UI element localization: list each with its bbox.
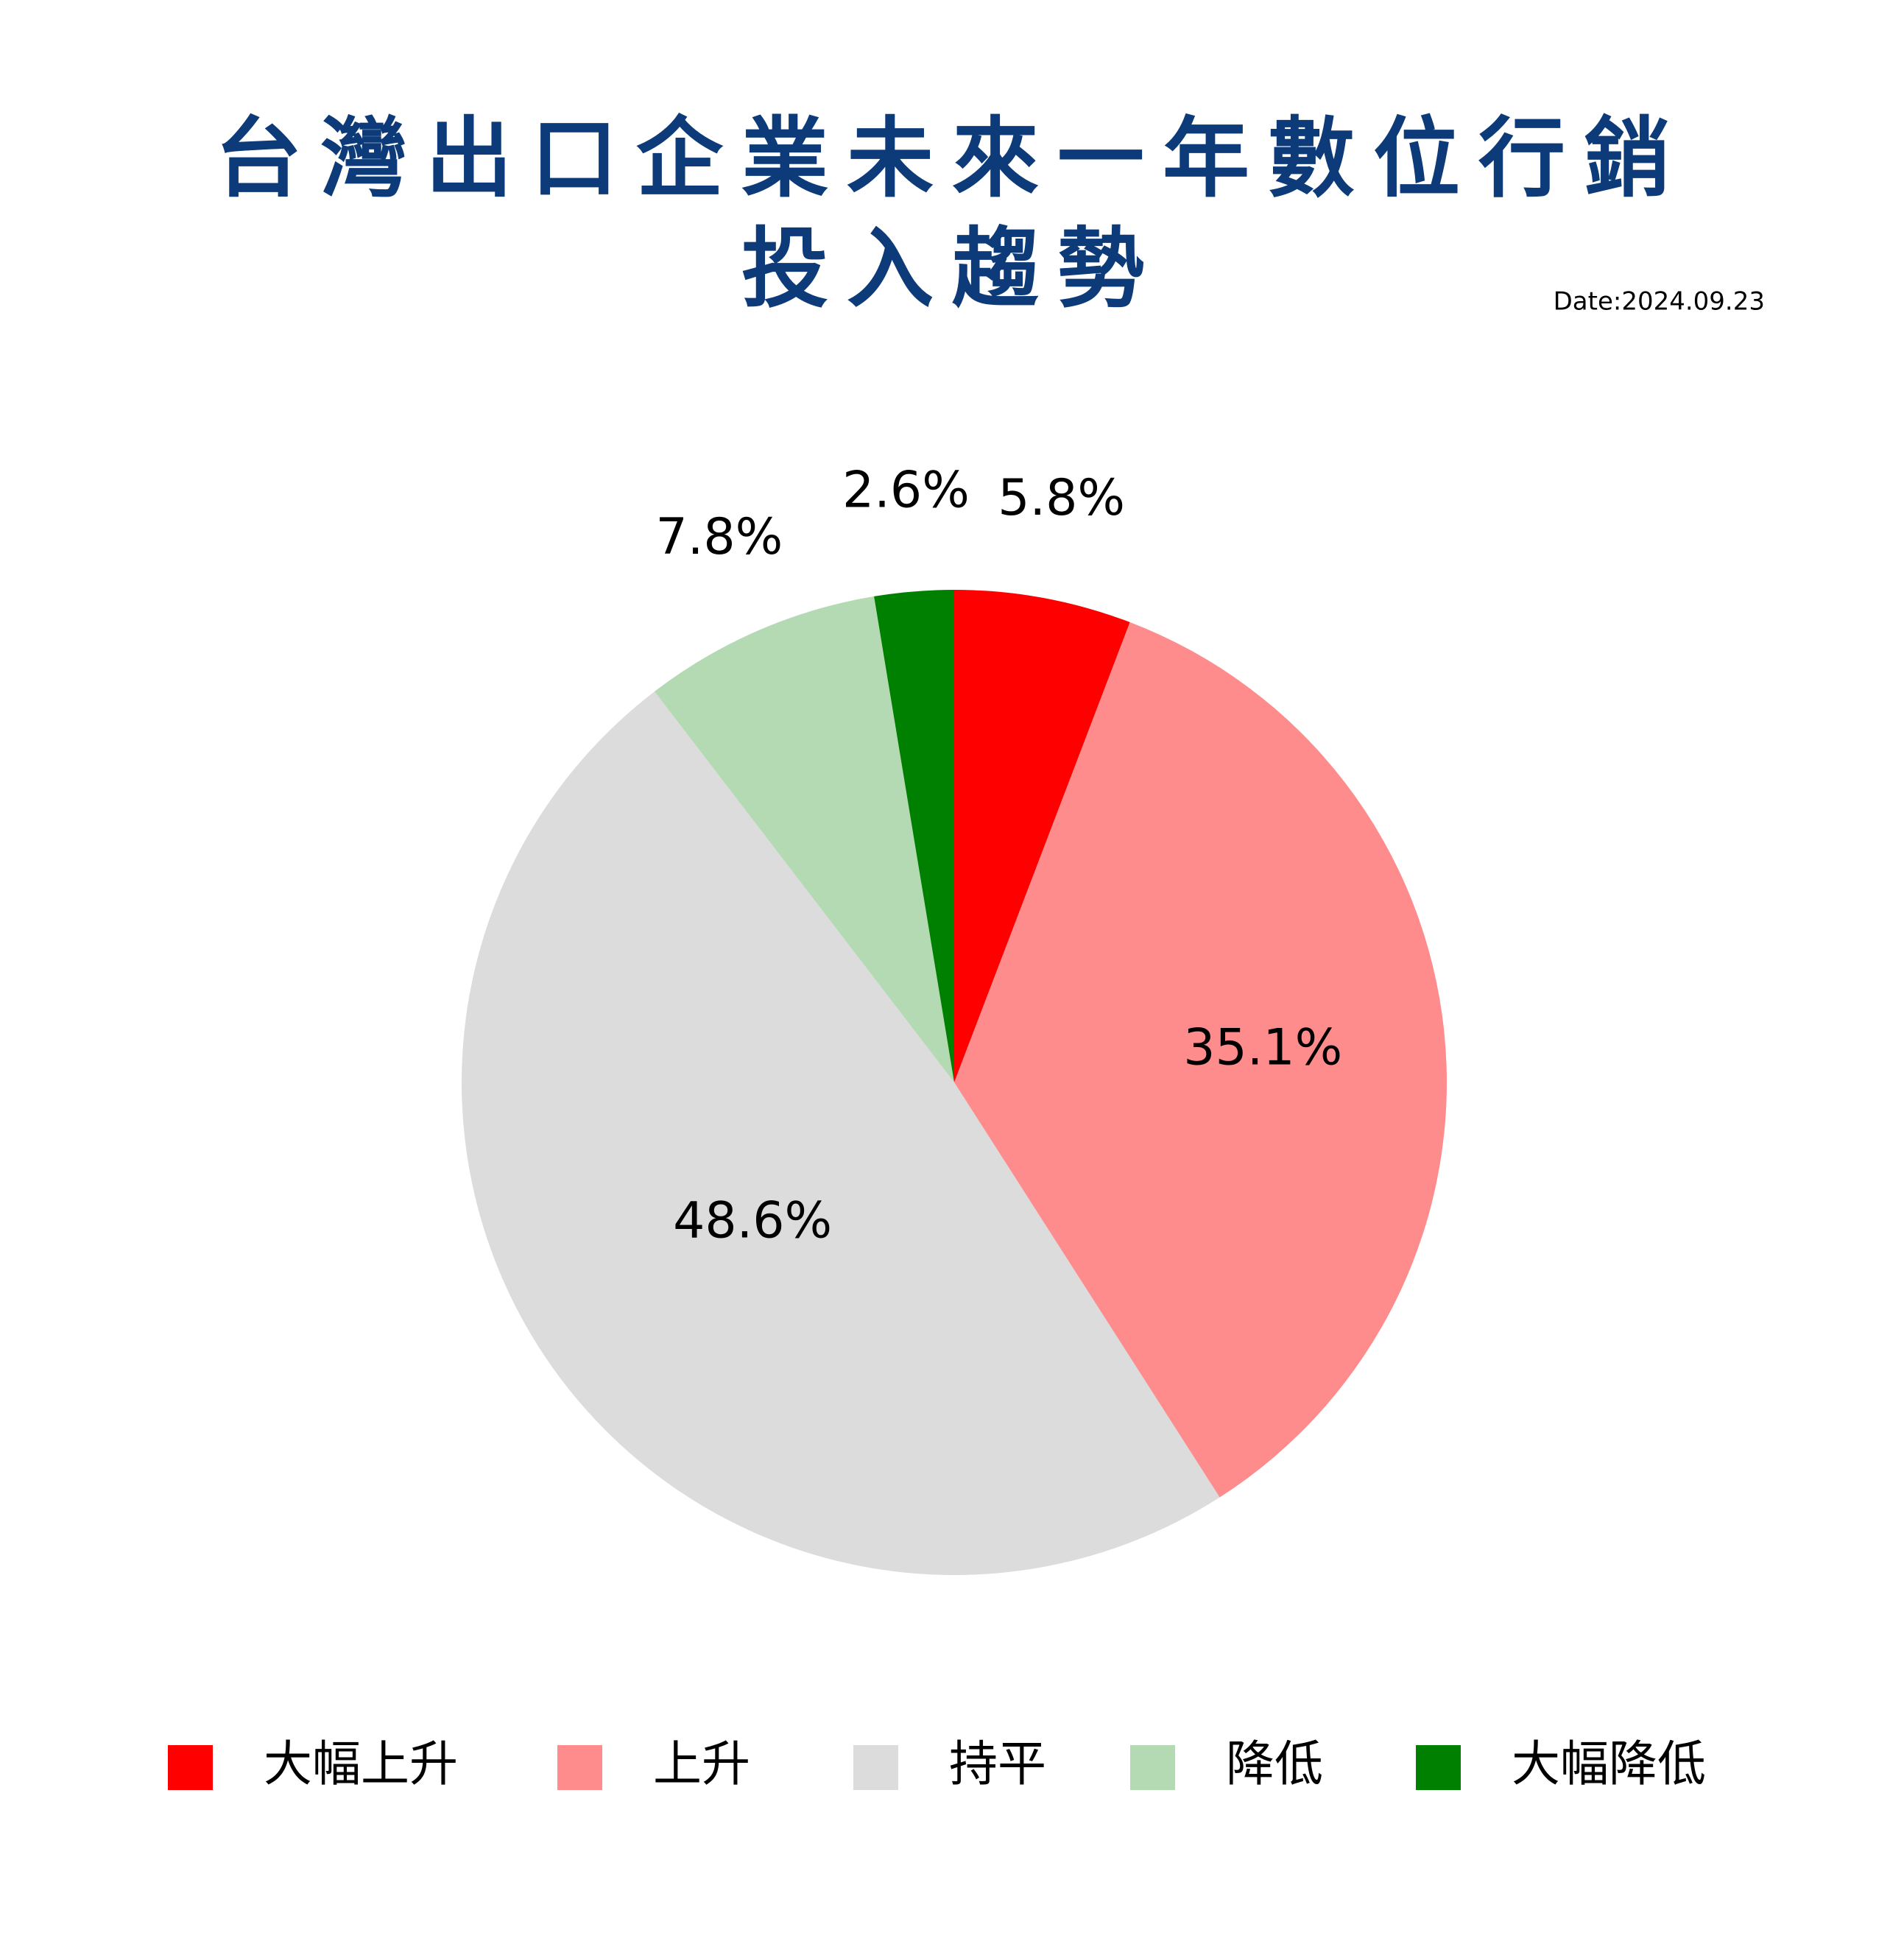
date: Date:2024.09.23 — [1554, 287, 1765, 317]
legend-label: 大幅降低 — [1512, 1736, 1706, 1792]
pie-slice — [654, 596, 954, 1082]
chart-title: 台灣出口企業未來一年數位行銷投入趨勢 — [214, 108, 1689, 320]
legend-swatch — [1130, 1745, 1175, 1790]
data-label: 2.6% — [842, 461, 970, 519]
data-label: 35.1% — [1183, 1019, 1342, 1077]
data-label: 5.8% — [998, 469, 1125, 527]
pie-slice — [954, 590, 1130, 1082]
legend-swatch — [557, 1745, 602, 1790]
data-label: 48.6% — [673, 1192, 832, 1250]
pie-slice — [461, 691, 1220, 1575]
data-label: 7.8% — [655, 508, 783, 566]
legend-label: 上升 — [653, 1736, 750, 1792]
legend-swatch — [853, 1745, 898, 1790]
title-box: 台灣出口企業未來一年數位行銷投入趨勢 — [0, 103, 1904, 324]
pie-slice — [954, 622, 1447, 1498]
legend-label: 大幅上升 — [264, 1736, 458, 1792]
legend-label: 持平 — [949, 1736, 1046, 1792]
legend-swatch — [168, 1745, 213, 1790]
legend-swatch — [1416, 1745, 1461, 1790]
pie-slice — [874, 590, 954, 1082]
legend-label: 降低 — [1226, 1736, 1323, 1792]
